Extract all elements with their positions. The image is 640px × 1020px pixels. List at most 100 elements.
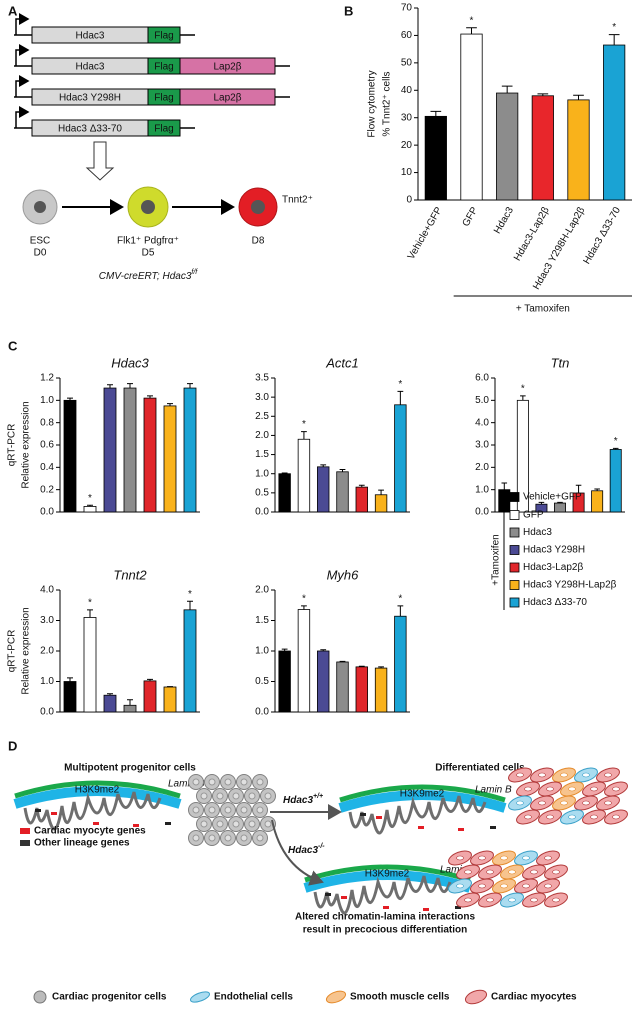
construct-label: Hdac3 (76, 31, 105, 42)
cell-nucleus (524, 814, 532, 820)
bar (355, 666, 368, 713)
error-bar (127, 699, 133, 706)
error-bar (397, 390, 404, 405)
bar (83, 617, 97, 713)
construct-part (179, 88, 276, 106)
error-bar (358, 484, 365, 488)
error-bar (301, 431, 307, 440)
y-tick-label: 40 (401, 85, 413, 96)
y-tick-label: 3.5 (255, 373, 269, 384)
progenitor-nucleus (192, 806, 200, 814)
progenitor-nucleus (264, 792, 272, 800)
y-tick-label: 0.6 (40, 440, 54, 451)
cell-nucleus (478, 855, 486, 861)
panel-label: A (8, 3, 18, 18)
error-bar (107, 384, 113, 389)
cell-nucleus (552, 869, 560, 875)
cell-nucleus (464, 897, 472, 903)
x-tick-label: GFP (461, 205, 481, 229)
arrow (271, 819, 324, 886)
bar (163, 405, 177, 513)
genotype-sup: f/f (191, 269, 198, 276)
bar (297, 609, 311, 713)
construct-label: Flag (154, 93, 173, 104)
construct-label: Flag (154, 62, 173, 73)
error-bar (397, 605, 404, 617)
error-bar (537, 93, 549, 96)
error-bar (187, 383, 193, 389)
construct-part (179, 57, 276, 75)
bar (374, 667, 388, 713)
cell-nucleus (456, 883, 464, 889)
cell-nucleus (590, 814, 598, 820)
cell-nucleus (604, 772, 612, 778)
legend-label: Hdac3 Δ33-70 (523, 597, 587, 608)
y-tick-label: 1.0 (255, 468, 269, 479)
cell-nucleus (612, 786, 620, 792)
legend-swatch (509, 492, 520, 502)
gene: Hdac3 (288, 845, 318, 856)
cell-nucleus (500, 883, 508, 889)
cell-nucleus (612, 814, 620, 820)
y-axis-label: qRT-PCR (7, 424, 18, 467)
cell-nucleus (530, 897, 538, 903)
cell-nucleus (546, 786, 554, 792)
cell-legend: Endothelial cells (214, 992, 293, 1003)
cell-nucleus (590, 786, 598, 792)
legend-swatch (509, 527, 520, 538)
cell-nucleus (582, 800, 590, 806)
promoter (15, 44, 30, 66)
y-tick-label: 0.0 (40, 707, 54, 718)
error-bar (67, 397, 73, 401)
genotype-text: CMV-creERT; Hdac3 (99, 271, 192, 282)
y-tick-label: 10 (401, 167, 413, 178)
progenitor-nucleus (240, 806, 248, 814)
gene-swatch (20, 840, 30, 846)
bar (317, 466, 330, 513)
cell-nucleus (538, 772, 546, 778)
y-tick-label: 1.5 (255, 449, 269, 460)
y-tick-label: 2.0 (255, 430, 269, 441)
bar (183, 387, 197, 513)
y-axis-label: Flow cytometry (367, 70, 378, 137)
legend-swatch (509, 510, 520, 520)
progenitor-nucleus (216, 820, 224, 828)
y-tick-label: 2.0 (40, 646, 54, 657)
hollow-arrow (85, 141, 115, 181)
genotype: CMV-creERT; Hdac3f/f (99, 269, 199, 281)
bar (567, 99, 590, 201)
construct-part (147, 119, 181, 137)
error-bar (538, 501, 545, 505)
bar (317, 650, 330, 713)
bar (374, 494, 388, 513)
y-tick-label: 0.0 (255, 507, 269, 518)
bar (143, 680, 157, 713)
y-tick-label: 6.0 (475, 373, 489, 384)
bar (609, 449, 622, 513)
promoter (15, 75, 30, 97)
h3k9-label: H3K9me2 (365, 869, 410, 880)
x-tick-label: Hdac3-Lap2β (512, 205, 552, 263)
error-bar (466, 27, 477, 35)
legend-bracket-label: +Tamoxifen (491, 534, 502, 585)
significance: * (302, 419, 306, 430)
progenitor-nucleus (208, 806, 216, 814)
y-tick-label: 0.0 (40, 507, 54, 518)
error-bar (107, 693, 113, 696)
y-tick-label: 2.5 (255, 411, 269, 422)
bar (394, 615, 407, 713)
error-bar (67, 677, 73, 682)
y-tick-label: 3.0 (475, 440, 489, 451)
panel-label: B (344, 3, 353, 18)
error-bar (575, 484, 582, 494)
significance: * (188, 589, 192, 600)
error-bar (147, 395, 153, 399)
conclusion: Altered chromatin-lamina interactions (295, 912, 475, 923)
cell-nucleus (464, 869, 472, 875)
y-axis-label: qRT-PCR (7, 630, 18, 673)
bar (103, 694, 117, 713)
construct-label: Hdac3 (76, 62, 105, 73)
cell-nucleus (582, 772, 590, 778)
progenitor-nucleus (240, 834, 248, 842)
bar (424, 115, 447, 201)
